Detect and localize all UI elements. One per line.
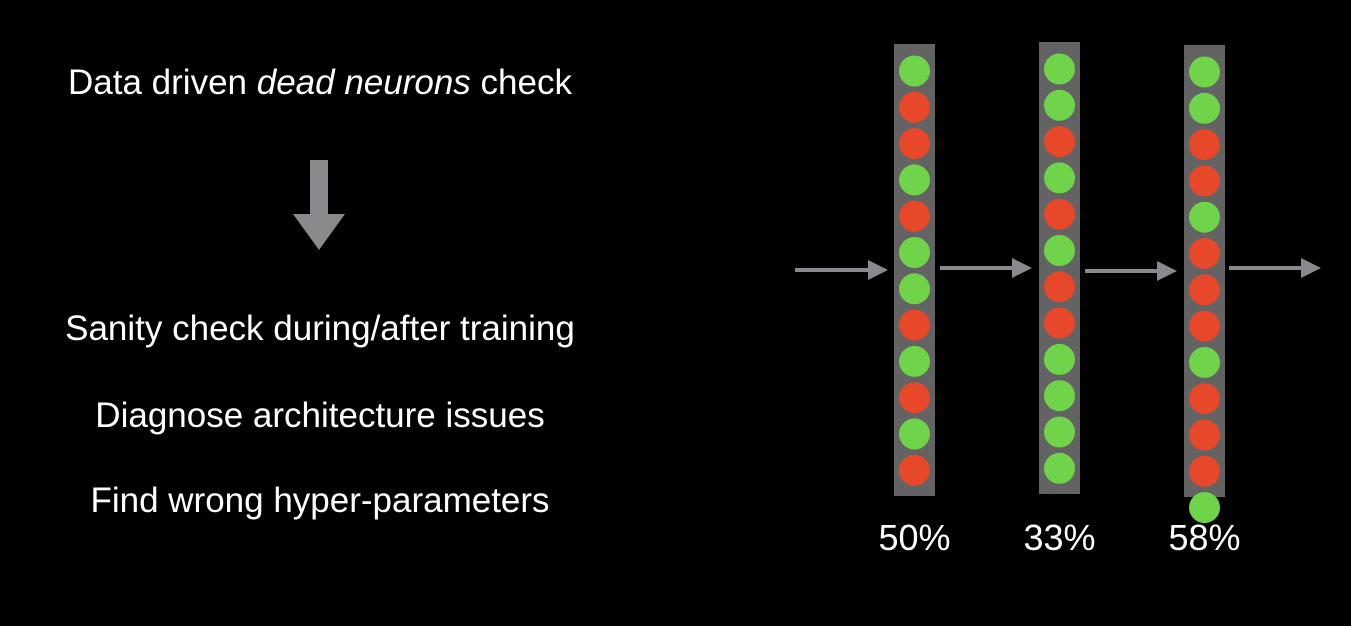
dead-neuron	[1044, 307, 1075, 339]
flow-arrow-head-icon	[1301, 258, 1321, 278]
active-neuron	[1044, 343, 1075, 375]
dead-neuron	[1189, 274, 1220, 306]
dead-neuron	[899, 382, 930, 414]
active-neuron	[1044, 162, 1075, 194]
heading-suffix: check	[470, 63, 572, 102]
active-neuron	[899, 418, 930, 450]
dead-neuron	[899, 91, 930, 123]
dead-neuron	[1044, 271, 1075, 303]
use-case-sanity-check: Sanity check during/after training	[65, 309, 575, 348]
use-case-diagnose-architecture: Diagnose architecture issues	[95, 396, 545, 435]
down-arrow-icon	[293, 160, 345, 250]
active-neuron	[1189, 92, 1220, 124]
dead-neuron	[1044, 198, 1075, 230]
flow-arrow-head-icon	[1012, 258, 1032, 278]
flow-arrow-head-icon	[868, 260, 888, 280]
active-neuron	[899, 273, 930, 305]
active-neuron	[899, 55, 930, 87]
dead-neuron	[899, 309, 930, 341]
dead-neuron	[1189, 419, 1220, 451]
dead-neuron	[1189, 129, 1220, 161]
dead-neuron	[1189, 238, 1220, 269]
dead-neuron	[1189, 165, 1220, 197]
layer-dead-percent-label: 58%	[1168, 517, 1240, 558]
active-neuron	[1189, 346, 1220, 378]
dead-neuron	[1044, 126, 1075, 158]
dead-neuron	[899, 128, 930, 160]
heading-prefix: Data driven	[68, 63, 257, 102]
use-case-find-hyperparameters: Find wrong hyper-parameters	[90, 481, 550, 520]
active-neuron	[1044, 89, 1075, 121]
active-neuron	[1044, 416, 1075, 448]
slide-heading: Data driven dead neurons check	[0, 63, 640, 103]
dead-neuron	[1189, 310, 1220, 342]
active-neuron	[1189, 201, 1220, 233]
flow-arrow-head-icon	[1157, 261, 1177, 281]
active-neuron	[1044, 452, 1075, 484]
layer-dead-percent-label: 33%	[1023, 517, 1095, 558]
active-neuron	[899, 237, 930, 268]
dead-neuron	[899, 200, 930, 232]
active-neuron	[1044, 235, 1075, 266]
layer-dead-percent-label: 50%	[878, 517, 950, 558]
heading-emphasis: dead neurons	[256, 63, 471, 102]
active-neuron	[1189, 56, 1220, 88]
dead-neuron	[899, 454, 930, 486]
active-neuron	[1044, 53, 1075, 85]
dead-neuron	[1189, 383, 1220, 415]
active-neuron	[899, 164, 930, 196]
dead-neuron	[1189, 455, 1220, 487]
active-neuron	[1189, 492, 1220, 524]
active-neuron	[1044, 380, 1075, 412]
active-neuron	[899, 345, 930, 377]
